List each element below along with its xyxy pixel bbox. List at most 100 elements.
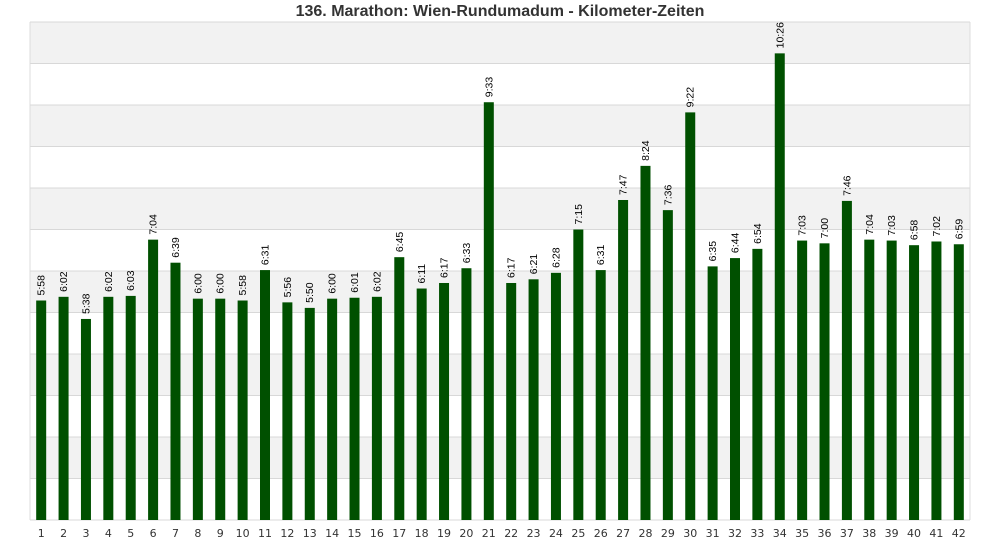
x-tick-label: 33 — [750, 527, 764, 540]
bar-km-22 — [506, 282, 517, 520]
data-label: 6:00 — [215, 273, 227, 294]
data-label: 6:02 — [103, 271, 115, 292]
x-tick-label: 4 — [105, 527, 112, 540]
bar-km-6 — [148, 239, 159, 520]
background-band — [30, 354, 970, 396]
data-label: 6:35 — [707, 241, 719, 262]
bar-km-38 — [864, 239, 875, 520]
data-label: 6:58 — [909, 220, 921, 241]
data-label: 6:02 — [371, 271, 383, 292]
data-label: 6:54 — [752, 223, 764, 244]
data-label: 6:00 — [192, 273, 204, 294]
data-label: 9:33 — [483, 77, 495, 98]
data-label: 5:50 — [304, 282, 316, 303]
bar-km-18 — [416, 288, 427, 520]
x-tick-label: 18 — [415, 527, 429, 540]
x-tick-label: 17 — [392, 527, 406, 540]
background-band — [30, 478, 970, 520]
bar-km-25 — [573, 229, 584, 520]
bars-group — [36, 53, 964, 521]
data-label: 7:36 — [662, 185, 674, 206]
x-tick-label: 9 — [217, 527, 224, 540]
bar-km-32 — [730, 258, 740, 520]
bar-km-26 — [595, 270, 606, 520]
x-tick-label: 34 — [773, 527, 787, 540]
data-label: 6:31 — [260, 244, 272, 265]
data-label: 8:24 — [640, 140, 652, 161]
bar-km-21 — [483, 102, 494, 520]
data-label: 5:58 — [237, 275, 249, 296]
x-tick-label: 42 — [952, 527, 966, 540]
bar-km-9 — [215, 298, 226, 520]
x-tick-label: 24 — [549, 527, 563, 540]
x-tick-label: 39 — [885, 527, 899, 540]
data-label: 7:46 — [841, 175, 853, 196]
x-tick-label: 25 — [571, 527, 585, 540]
bar-km-33 — [752, 248, 763, 520]
data-label: 6:11 — [416, 264, 428, 284]
x-tick-label: 29 — [661, 527, 675, 540]
data-label: 7:47 — [618, 174, 630, 195]
bar-km-5 — [125, 295, 136, 520]
data-label: 7:03 — [886, 215, 898, 236]
x-tick-label: 16 — [370, 527, 384, 540]
background-band — [30, 437, 970, 479]
bar-km-40 — [909, 245, 920, 520]
bar-km-2 — [58, 296, 69, 520]
data-label: 7:15 — [573, 204, 585, 225]
x-tick-label: 21 — [482, 527, 496, 540]
bar-km-23 — [528, 279, 539, 520]
x-tick-label: 38 — [862, 527, 876, 540]
data-label: 6:33 — [461, 243, 473, 264]
plot-background — [29, 21, 971, 521]
x-tick-label: 14 — [325, 527, 339, 540]
data-label: 10:26 — [774, 22, 786, 48]
bar-km-3 — [80, 318, 91, 520]
data-label: 7:03 — [797, 215, 809, 236]
data-labels-group: 5:58 6:02 5:38 6:02 6:03 7:04 6:39 6:00 6:00 5:58… — [36, 22, 966, 314]
data-label: 6:45 — [394, 232, 406, 253]
data-label: 6:44 — [730, 232, 742, 253]
bar-km-29 — [662, 210, 673, 520]
data-label: 7:04 — [148, 214, 160, 235]
background-band — [30, 395, 970, 437]
bar-km-7 — [170, 262, 181, 520]
data-label: 6:21 — [528, 254, 540, 275]
data-label: 6:01 — [349, 272, 361, 293]
x-tick-label: 12 — [280, 527, 294, 540]
data-label: 7:04 — [864, 214, 876, 235]
bar-km-10 — [237, 300, 248, 520]
bar-km-34 — [774, 53, 785, 521]
bar-km-15 — [349, 297, 360, 520]
data-label: 6:59 — [953, 219, 965, 240]
data-label: 6:31 — [595, 244, 607, 265]
bar-km-13 — [304, 307, 315, 520]
data-label: 6:00 — [327, 273, 339, 294]
x-tick-label: 31 — [706, 527, 720, 540]
x-tick-label: 11 — [258, 527, 272, 540]
bar-km-39 — [886, 240, 897, 520]
bar-km-28 — [640, 165, 651, 520]
bar-km-8 — [192, 298, 203, 520]
x-tick-label: 10 — [236, 527, 250, 540]
data-label: 6:28 — [550, 247, 562, 268]
x-tick-label: 23 — [527, 527, 541, 540]
x-tick-label: 37 — [840, 527, 854, 540]
bar-km-4 — [103, 296, 114, 520]
data-label: 6:17 — [506, 257, 518, 278]
x-tick-label: 28 — [638, 527, 652, 540]
bar-km-17 — [394, 257, 405, 520]
bar-km-14 — [327, 298, 338, 520]
data-label: 7:00 — [819, 218, 831, 239]
x-tick-label: 32 — [728, 527, 742, 540]
x-tick-label: 13 — [303, 527, 317, 540]
bar-km-12 — [282, 302, 293, 520]
background-band — [30, 105, 970, 147]
x-tick-label: 41 — [929, 527, 943, 540]
background-band — [30, 22, 970, 64]
bar-km-1 — [36, 300, 47, 520]
background-band — [30, 271, 970, 313]
bar-km-35 — [797, 240, 808, 520]
x-tick-label: 40 — [907, 527, 921, 540]
x-tick-label: 36 — [818, 527, 832, 540]
